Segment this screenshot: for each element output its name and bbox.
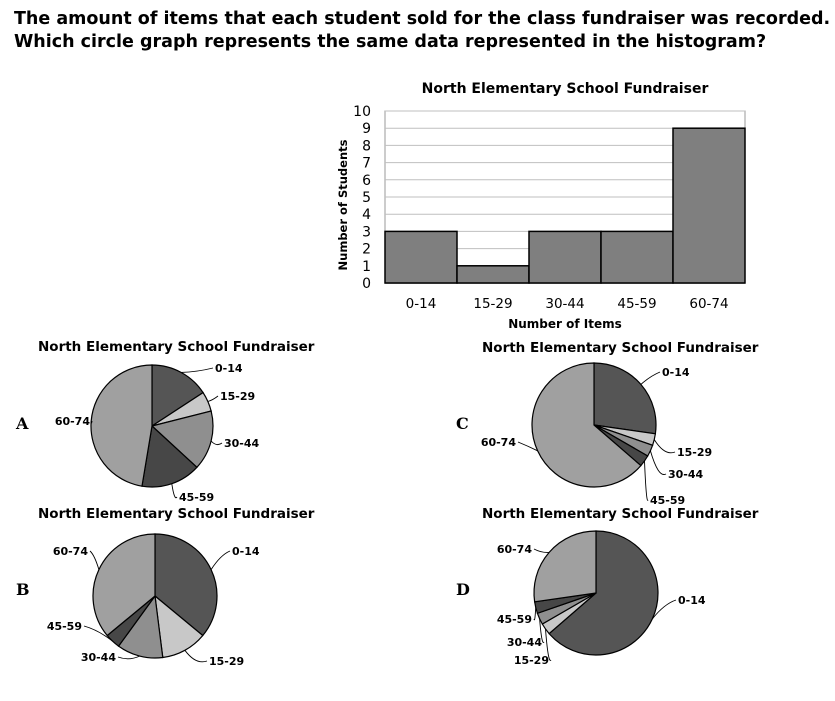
pie-leader-line <box>210 550 231 570</box>
pie-chart-b: North Elementary School Fundraiser 0-14 15… <box>38 506 315 668</box>
pie-leader-line <box>652 599 677 620</box>
histogram-y-tick-label: 6 <box>362 173 371 189</box>
option-letter-c: C <box>456 414 469 433</box>
pie-leader-line <box>210 440 223 446</box>
pie-slice-label: 60-74 <box>55 415 91 428</box>
histogram-y-tick-label: 3 <box>362 224 371 240</box>
pie-leader-line <box>653 439 676 454</box>
pie-slice-label: 45-59 <box>47 620 82 633</box>
pie-slice-label: 0-14 <box>232 545 260 558</box>
pie-slice-label: 30-44 <box>224 437 260 450</box>
pie-leader-line <box>90 420 93 424</box>
pie-title: North Elementary School Fundraiser <box>38 339 315 355</box>
histogram-x-tick-label: 45-59 <box>617 296 656 312</box>
histogram-x-tick-label: 30-44 <box>545 296 584 312</box>
histogram-bar <box>600 230 674 284</box>
pie-slice-label: 60-74 <box>497 543 533 556</box>
pie-slice-label: 0-14 <box>662 366 690 379</box>
question-line-1: The amount of items that each student so… <box>14 9 831 29</box>
histogram-bar <box>456 265 530 284</box>
histogram-bar <box>528 230 602 284</box>
pie-chart-c: North Elementary School Fundraiser 0-14 15… <box>481 340 759 507</box>
pie-leader-line <box>533 607 537 621</box>
histogram-y-axis-label: Number of Students <box>336 139 350 270</box>
pie-title: North Elementary School Fundraiser <box>38 506 315 522</box>
pie-leader-line <box>83 625 113 642</box>
histogram-x-tick-label: 60-74 <box>689 296 728 312</box>
pie-leader-line <box>539 618 545 643</box>
pie-slice-label: 45-59 <box>497 613 532 626</box>
pie-slice-label: 15-29 <box>220 390 255 403</box>
histogram-x-tick-label: 0-14 <box>406 296 437 312</box>
pie-title: North Elementary School Fundraiser <box>482 340 759 356</box>
histogram-chart: North Elementary School Fundraiser012345… <box>336 81 746 331</box>
histogram-y-tick-label: 8 <box>362 138 371 154</box>
histogram-y-tick-label: 7 <box>362 156 371 172</box>
pie-slice-label: 0-14 <box>215 362 243 375</box>
pie-slice-label: 15-29 <box>209 655 244 668</box>
pie-slice-label: 0-14 <box>678 594 706 607</box>
pie-leader-line <box>89 550 100 570</box>
pie-slice-label: 45-59 <box>179 491 214 504</box>
pie-leader-line <box>184 650 208 663</box>
pie-slice-label: 60-74 <box>53 545 89 558</box>
pie-slice-label: 15-29 <box>677 446 712 459</box>
pie-leader-line <box>644 460 649 501</box>
pie-slice <box>141 424 198 488</box>
pie-leader-line <box>533 548 550 553</box>
histogram-y-tick-label: 1 <box>362 259 371 275</box>
option-letter-d: D <box>456 580 470 599</box>
pie-leader-line <box>207 395 219 402</box>
pie-slice-label: 30-44 <box>81 651 117 664</box>
histogram-y-tick-label: 5 <box>362 190 371 206</box>
pie-leader-line <box>180 367 214 373</box>
question-line-2: Which circle graph represents the same d… <box>14 32 767 52</box>
pie-chart-a: North Elementary School Fundraiser 0-14 15… <box>38 339 315 504</box>
histogram-y-tick-label: 9 <box>362 121 371 137</box>
option-letter-a: A <box>16 414 29 433</box>
pie-slice-label: 45-59 <box>650 494 685 507</box>
histogram-y-tick-label: 4 <box>362 207 371 223</box>
pie-slice <box>533 530 597 603</box>
histogram-bar <box>384 230 458 284</box>
pie-leader-line <box>640 371 661 385</box>
pie-slice-label: 30-44 <box>668 468 704 481</box>
pie-chart-d: North Elementary School Fundraiser 0-14 15… <box>482 506 759 667</box>
pie-slice <box>92 533 156 637</box>
pie-leader-line <box>117 655 140 660</box>
histogram-y-tick-label: 2 <box>362 242 371 258</box>
pie-title: North Elementary School Fundraiser <box>482 506 759 522</box>
question-text: The amount of items that each student so… <box>14 8 834 54</box>
pie-leader-line <box>517 441 538 452</box>
histogram-bar <box>672 127 746 284</box>
histogram-y-tick-label: 10 <box>353 104 371 120</box>
pie-slice <box>90 364 153 487</box>
pie-leader-line <box>545 628 552 661</box>
pie-slice-label: 30-44 <box>507 636 543 649</box>
pie-slice-label: 15-29 <box>514 654 549 667</box>
histogram-x-tick-label: 15-29 <box>473 296 512 312</box>
pie-slice <box>154 533 218 637</box>
histogram-title: North Elementary School Fundraiser <box>422 81 709 97</box>
pie-leader-line <box>171 483 178 499</box>
pie-slice-label: 60-74 <box>481 436 517 449</box>
option-letter-b: B <box>16 580 30 599</box>
histogram-y-tick-label: 0 <box>362 276 371 292</box>
pie-slice <box>593 362 657 435</box>
histogram-x-axis-label: Number of Items <box>508 317 622 331</box>
pie-leader-line <box>649 450 667 475</box>
